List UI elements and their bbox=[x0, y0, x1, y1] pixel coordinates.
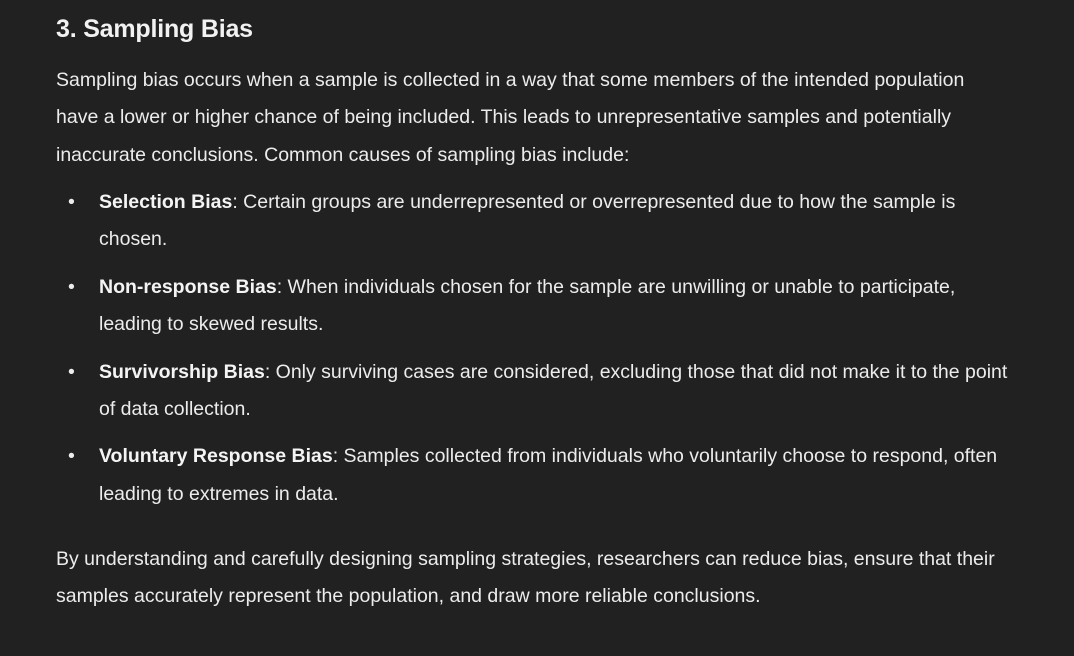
list-item-term: Voluntary Response Bias bbox=[99, 445, 333, 468]
list-item-text: : Certain groups are underrepresented or… bbox=[99, 191, 956, 251]
section-heading: 3. Sampling Bias bbox=[56, 15, 253, 43]
conclusion-paragraph: By understanding and carefully designing… bbox=[56, 548, 995, 608]
intro-paragraph: Sampling bias occurs when a sample is co… bbox=[56, 69, 965, 166]
list-item-voluntary-response-bias: • Voluntary Response Bias: Samples colle… bbox=[56, 438, 1016, 513]
list-item-non-response-bias: • Non-response Bias: When individuals ch… bbox=[56, 269, 1016, 344]
bullet-icon: • bbox=[68, 445, 75, 468]
list-item-text: : Samples collected from individuals who… bbox=[99, 445, 998, 505]
list-item-term: Non-response Bias bbox=[99, 275, 277, 298]
list-item-survivorship-bias: • Survivorship Bias: Only surviving case… bbox=[56, 354, 1016, 429]
bullet-icon: • bbox=[68, 191, 75, 213]
list-item-term: Selection Bias bbox=[99, 191, 233, 213]
list-item-text: : When individuals chosen for the sample… bbox=[99, 275, 956, 336]
bias-list: • Selection Bias: Certain groups are und… bbox=[56, 184, 1016, 523]
bullet-icon: • bbox=[68, 360, 75, 383]
list-item-term: Survivorship Bias bbox=[99, 360, 265, 383]
bullet-icon: • bbox=[68, 275, 75, 298]
list-item-selection-bias: • Selection Bias: Certain groups are und… bbox=[56, 184, 1016, 259]
list-item-text: : Only surviving cases are considered, e… bbox=[99, 360, 1008, 421]
